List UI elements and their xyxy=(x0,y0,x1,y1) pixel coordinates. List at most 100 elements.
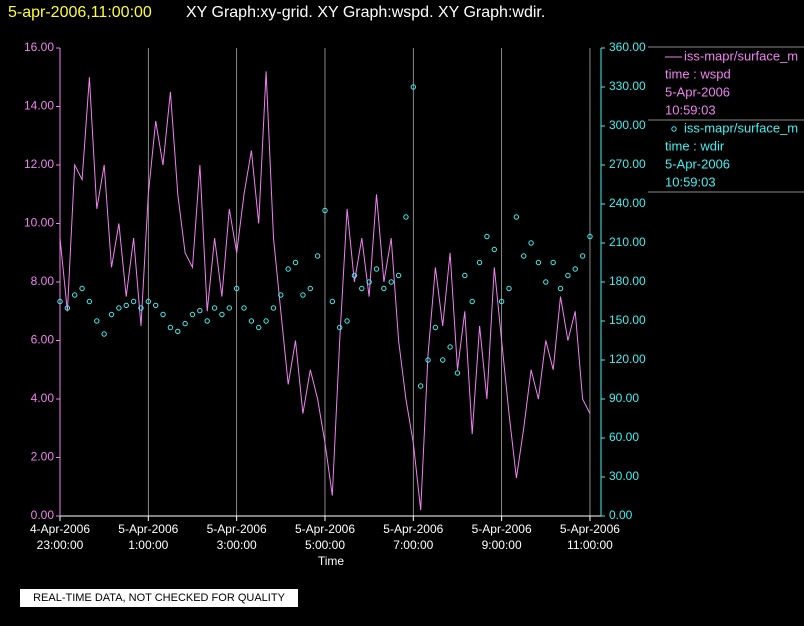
wdir-point xyxy=(550,259,556,266)
wdir-point xyxy=(270,305,277,311)
y2-tick-label: 300.00 xyxy=(609,118,646,132)
wdir-point xyxy=(152,302,159,309)
y2-tick-label: 210.00 xyxy=(609,235,646,249)
wdir-point xyxy=(373,266,380,272)
wdir-point xyxy=(204,318,210,324)
wdir-point xyxy=(469,298,475,305)
wdir-point xyxy=(403,214,409,220)
y2-tick-label: 120.00 xyxy=(609,352,646,366)
y-tick-label: 14.00 xyxy=(24,99,54,113)
wdir-point xyxy=(233,285,240,292)
x-tick-label: 5:00:00 xyxy=(305,538,345,552)
y-tick-label: 8.00 xyxy=(31,274,55,288)
wdir-point xyxy=(256,324,262,331)
wdir-point xyxy=(543,279,549,285)
x-tick-label: 5-Apr-2006 xyxy=(383,522,443,536)
x-tick-label: 1:00:00 xyxy=(128,538,168,552)
wspd-line xyxy=(59,71,591,511)
wdir-point xyxy=(86,298,93,305)
y2-tick-label: 30.00 xyxy=(609,469,639,483)
wdir-point xyxy=(506,285,512,292)
wdir-point xyxy=(292,259,299,266)
x-tick-label: 5-Apr-2006 xyxy=(295,522,355,536)
y2-tick-label: 0.00 xyxy=(609,508,633,522)
wdir-point xyxy=(447,344,453,350)
wdir-point xyxy=(64,305,71,311)
wdir-point xyxy=(498,298,505,305)
wdir-point xyxy=(72,292,78,298)
legend-info: time : wspd xyxy=(665,66,731,81)
wdir-point xyxy=(344,318,350,324)
y-tick-label: 2.00 xyxy=(31,450,55,464)
x-tick-label: 5-Apr-2006 xyxy=(118,522,178,536)
x-axis-label: Time xyxy=(318,554,345,568)
y2-tick-label: 270.00 xyxy=(609,157,646,171)
header-timestamp: 5-apr-2006,11:00:00 xyxy=(8,4,152,21)
wdir-point xyxy=(425,357,431,363)
wdir-point xyxy=(307,285,313,292)
wdir-point xyxy=(138,305,144,311)
wdir-point xyxy=(211,305,218,311)
legend-info: 10:59:03 xyxy=(665,174,716,189)
x-tick-label: 4-Apr-2006 xyxy=(30,522,90,536)
wdir-point xyxy=(263,318,269,324)
y-tick-label: 0.00 xyxy=(31,508,55,522)
wdir-point xyxy=(175,328,181,335)
wdir-point xyxy=(476,259,483,266)
wdir-point xyxy=(440,357,446,363)
wdir-point xyxy=(322,207,328,214)
x-tick-label: 3:00:00 xyxy=(217,538,257,552)
y2-tick-label: 240.00 xyxy=(609,196,646,210)
wdir-point xyxy=(359,285,365,292)
wdir-point xyxy=(513,214,520,220)
wdir-point xyxy=(351,272,358,279)
wdir-point xyxy=(565,272,571,279)
wdir-point xyxy=(219,311,225,318)
wdir-point xyxy=(572,266,578,272)
y-tick-label: 10.00 xyxy=(24,216,54,230)
wdir-point xyxy=(182,320,188,327)
y2-tick-label: 180.00 xyxy=(609,274,646,288)
wdir-point xyxy=(410,84,417,90)
wdir-point xyxy=(94,318,100,324)
wdir-point xyxy=(454,370,461,376)
x-tick-label: 23:00:00 xyxy=(37,538,84,552)
legend-name: iss-mapr/surface_m xyxy=(684,48,798,63)
wdir-point xyxy=(462,272,468,279)
wdir-point xyxy=(337,324,343,331)
wdir-point xyxy=(484,233,490,240)
wdir-point xyxy=(535,259,542,266)
x-tick-label: 5-Apr-2006 xyxy=(472,522,532,536)
wdir-point xyxy=(123,302,129,309)
header-graphs: XY Graph:xy-grid. XY Graph:wspd. XY Grap… xyxy=(186,4,545,21)
wdir-point xyxy=(167,324,174,331)
wdir-point xyxy=(395,272,402,279)
y2-tick-label: 90.00 xyxy=(609,391,639,405)
y2-tick-label: 150.00 xyxy=(609,313,646,327)
wdir-point xyxy=(278,292,284,298)
x-tick-label: 5-Apr-2006 xyxy=(207,522,267,536)
y-tick-label: 4.00 xyxy=(31,391,55,405)
x-tick-label: 11:00:00 xyxy=(567,538,613,552)
footer-note: REAL-TIME DATA, NOT CHECKED FOR QUALITY xyxy=(33,592,285,604)
wdir-point xyxy=(491,246,497,253)
wdir-point xyxy=(300,292,306,298)
wdir-point xyxy=(197,307,203,314)
wdir-point xyxy=(381,285,387,292)
legend-name: iss-mapr/surface_m xyxy=(684,120,798,135)
footer-box xyxy=(20,589,298,607)
wdir-point xyxy=(557,285,564,292)
x-tick-label: 7:00:00 xyxy=(393,538,433,552)
wdir-point xyxy=(329,298,336,305)
y-tick-label: 12.00 xyxy=(24,157,54,171)
y2-tick-label: 330.00 xyxy=(609,79,646,93)
wdir-point xyxy=(57,298,63,305)
wdir-point xyxy=(116,305,122,311)
wdir-point xyxy=(366,279,372,285)
wdir-point xyxy=(130,298,137,305)
x-tick-label: 5-Apr-2006 xyxy=(560,522,620,536)
wdir-point xyxy=(160,311,166,318)
wdir-point xyxy=(101,331,107,337)
